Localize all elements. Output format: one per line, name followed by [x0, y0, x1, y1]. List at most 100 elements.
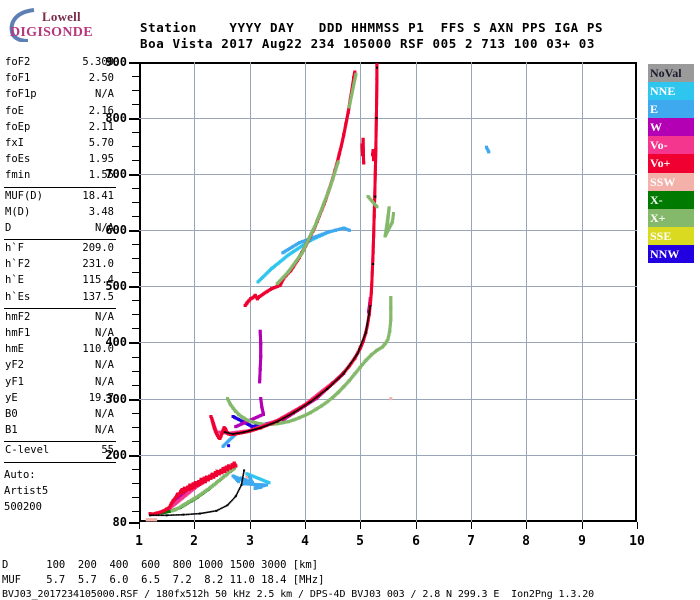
x-axis-label: 9	[578, 534, 586, 549]
parameter-row-fxi: fxI 5.70	[4, 137, 116, 153]
legend-item-nnw[interactable]: NNW	[648, 244, 694, 264]
x-axis-label: 3	[246, 534, 254, 549]
y-axis-minor-tick	[132, 202, 139, 203]
parameter-row-b1: B1 N/A	[4, 424, 116, 440]
y-axis-label: 500	[105, 279, 127, 293]
parameter-key: B0	[5, 407, 18, 420]
y-axis-label: 300	[105, 392, 127, 406]
footer-file-row: BVJ03_2017234105000.RSF / 180fx512h 50 k…	[2, 589, 595, 600]
y-axis-tick	[129, 174, 139, 176]
parameter-key: fxI	[5, 136, 24, 149]
parameter-key: yF2	[5, 359, 24, 372]
x-axis-label: 5	[356, 534, 364, 549]
y-axis-minor-tick	[132, 258, 139, 259]
parameter-value: 5.300	[82, 56, 114, 68]
series-e	[221, 145, 491, 490]
parameter-row-fof1p: foF1p N/A	[4, 88, 116, 104]
parameter-row-fof2: foF2 5.300	[4, 56, 116, 72]
x-axis-tick	[194, 522, 195, 529]
header-line-values: Boa Vista 2017 Aug22 234 105000 RSF 005 …	[140, 36, 596, 51]
ionogram-plot[interactable]	[139, 62, 637, 522]
x-axis-label: 1	[135, 534, 143, 549]
parameter-value: 3.48	[88, 205, 114, 218]
legend-item-vo[interactable]: Vo-	[648, 136, 694, 155]
parameter-key: foF1	[5, 72, 31, 85]
legend-item-w[interactable]: W	[648, 118, 694, 137]
parameter-key: foE	[5, 104, 24, 117]
parameter-row-hf2: h`F2 231.0	[4, 258, 116, 274]
legend-item-sse[interactable]: SSE	[648, 226, 694, 245]
y-axis-minor-tick	[132, 188, 139, 189]
logo-digisonde-text: DIGISONDE	[10, 25, 93, 40]
series-x	[170, 206, 395, 513]
parameter-key: hmF2	[5, 310, 31, 323]
parameter-row-hes: h`Es 137.5	[4, 291, 116, 307]
y-axis-minor-tick	[132, 413, 139, 414]
parameter-key: yE	[5, 391, 18, 404]
x-axis-tick	[305, 522, 306, 529]
parameter-value: N/A	[95, 327, 114, 339]
x-axis-tick	[416, 522, 417, 529]
y-axis-label: 800	[105, 111, 127, 125]
legend-item-vo[interactable]: Vo+	[648, 154, 694, 173]
parameter-key: fmin	[5, 169, 31, 182]
parameter-row-b0: B0 N/A	[4, 408, 116, 424]
y-axis-minor-tick	[132, 314, 139, 315]
y-axis-tick	[129, 286, 139, 288]
y-axis-minor-tick	[132, 497, 139, 498]
y-axis-label: 600	[105, 223, 127, 237]
auto-scaling-line: Auto:	[4, 468, 36, 481]
legend-item-nne[interactable]: NNE	[648, 82, 694, 101]
legend-item-x[interactable]: X-	[648, 190, 694, 209]
y-axis-minor-tick	[132, 328, 139, 329]
y-axis-tick	[129, 342, 139, 344]
series-dense-e	[221, 145, 491, 490]
parameter-row-yf2: yF2 N/A	[4, 359, 116, 375]
parameter-value: N/A	[95, 88, 114, 101]
parameter-row-he: h`E 115.4	[4, 274, 116, 290]
drift-direction-legend[interactable]: NoVal NNE E W Vo- Vo+ SSW X- X+ SSE NNW	[648, 64, 694, 264]
x-axis-tick	[637, 522, 638, 529]
legend-item-x[interactable]: X+	[648, 208, 694, 227]
y-axis-minor-tick	[132, 371, 139, 372]
parameter-row-hmf1: hmF1 N/A	[4, 327, 116, 343]
x-axis-label: 4	[301, 534, 309, 549]
y-axis-minor-tick	[132, 104, 139, 105]
parameter-row-yf1: yF1 N/A	[4, 376, 116, 392]
series-profile	[149, 66, 378, 517]
y-axis-minor-tick	[132, 469, 139, 470]
parameter-value: 18.41	[82, 189, 114, 202]
parameter-value: N/A	[95, 407, 114, 420]
series-dense-nne	[245, 229, 332, 485]
parameter-key: M(D)	[5, 205, 31, 218]
parameter-key: h`Es	[5, 290, 31, 303]
parameter-key: yF1	[5, 375, 24, 388]
auto-scaling-block: Auto: Artist5 500200	[4, 467, 116, 516]
y-axis-minor-tick	[132, 244, 139, 245]
y-axis-minor-tick	[132, 483, 139, 484]
y-axis-minor-tick	[132, 357, 139, 358]
logo-arc-icon	[9, 8, 35, 42]
parameter-row-foes: foEs 1.95	[4, 153, 116, 169]
series-voupper	[243, 70, 366, 307]
y-axis-minor-tick	[132, 90, 139, 91]
parameter-row-hf: h`F 209.0	[4, 242, 116, 258]
parameter-value: 137.5	[82, 290, 114, 303]
parameter-key: h`F	[5, 242, 24, 255]
parameter-row-fmin: fmin 1.55	[4, 169, 116, 185]
y-axis-minor-tick	[132, 76, 139, 77]
parameter-key: D	[5, 221, 12, 234]
legend-item-noval[interactable]: NoVal	[648, 64, 694, 83]
y-axis-tick	[129, 62, 139, 64]
legend-item-ssw[interactable]: SSW	[648, 172, 694, 191]
auto-scaling-line: 500200	[4, 500, 42, 513]
lowell-digisonde-logo: Lowell DIGISONDE	[6, 6, 126, 46]
parameter-value: 55	[101, 444, 114, 457]
parameter-row-fof1: foF1 2.50	[4, 72, 116, 88]
auto-scaling-line: Artist5	[4, 484, 49, 497]
y-axis-tick	[129, 399, 139, 401]
parameter-value: 19.7	[88, 391, 114, 404]
y-axis-tick	[129, 455, 139, 457]
legend-item-e[interactable]: E	[648, 100, 694, 119]
parameter-key: MUF(D)	[5, 189, 43, 202]
